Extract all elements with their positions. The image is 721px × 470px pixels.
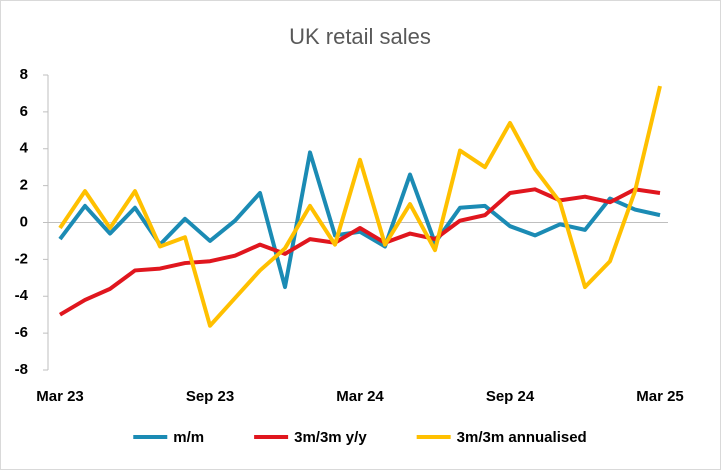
x-tick-label: Sep 23: [186, 388, 234, 405]
x-tick-label: Mar 25: [636, 388, 684, 405]
y-tick-label: 8: [20, 66, 28, 83]
legend-label: 3m/3m annualised: [457, 429, 587, 446]
y-tick-label: -2: [15, 250, 28, 267]
legend-label: 3m/3m y/y: [294, 429, 367, 446]
y-tick-label: -8: [15, 361, 28, 378]
x-tick-label: Sep 24: [486, 388, 535, 405]
y-tick-label: 0: [20, 213, 28, 230]
y-tick-label: 4: [20, 140, 29, 157]
x-tick-label: Mar 23: [36, 388, 84, 405]
legend-label: m/m: [173, 429, 204, 446]
x-tick-label: Mar 24: [336, 388, 384, 405]
y-tick-label: 2: [20, 177, 28, 194]
y-tick-label: -4: [15, 287, 29, 304]
line-series: [58, 85, 662, 328]
chart-title: UK retail sales: [289, 24, 431, 49]
y-tick-label: -6: [15, 324, 28, 341]
y-tick-label: 6: [20, 103, 28, 120]
